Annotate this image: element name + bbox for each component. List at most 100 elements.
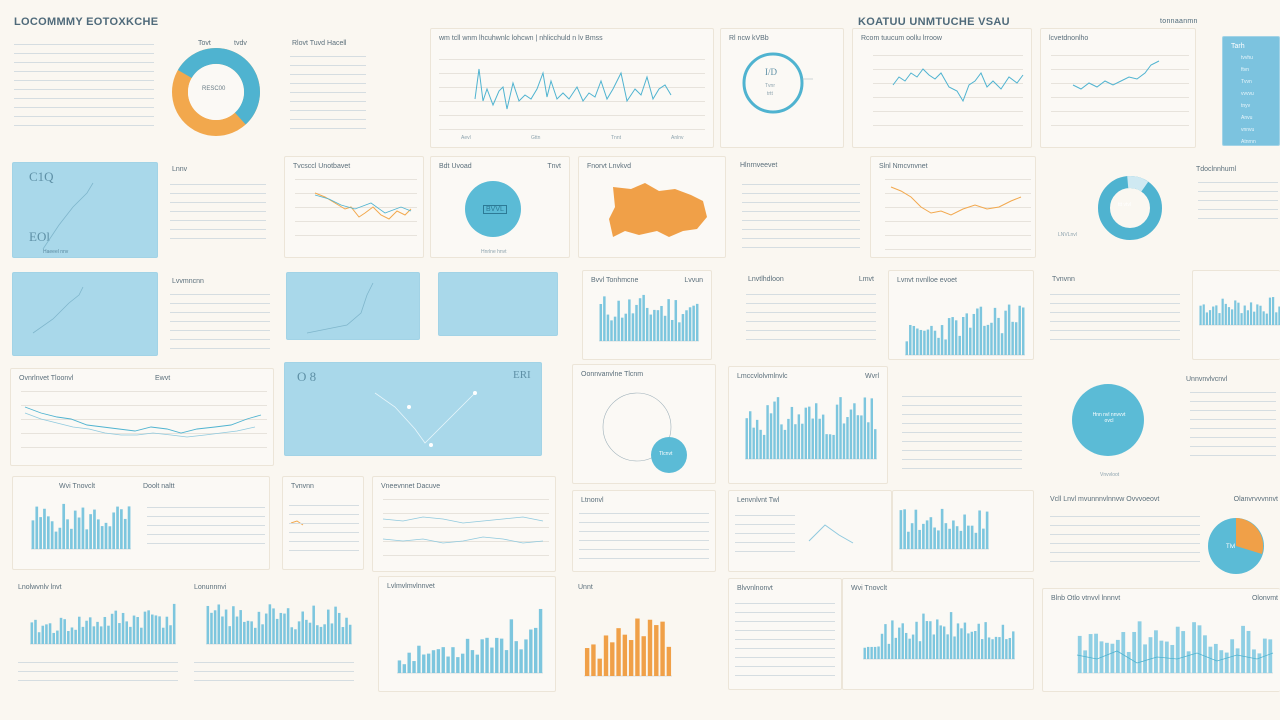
bar xyxy=(963,622,967,659)
bar xyxy=(656,310,660,341)
list2-title: Lnnv xyxy=(172,166,188,173)
bars8-card[interactable] xyxy=(892,490,1034,572)
blue-chart-card-b[interactable] xyxy=(286,272,420,340)
line-chart-tr[interactable]: Rcom tuucum oollu lrroow xyxy=(852,28,1032,148)
bar xyxy=(663,315,667,341)
bar xyxy=(1246,630,1251,673)
bar xyxy=(499,638,504,673)
line2-card[interactable]: Tvcsccl Unotbavet xyxy=(284,156,424,258)
bar xyxy=(154,615,158,644)
bar xyxy=(77,616,81,644)
bars5-title-b: Wvrl xyxy=(865,373,879,380)
bar xyxy=(628,299,631,341)
blue-chart-card-a[interactable] xyxy=(12,272,158,356)
bar xyxy=(1268,297,1272,325)
bar xyxy=(93,509,96,549)
blue-chart-a-line xyxy=(32,286,84,334)
bar xyxy=(631,313,635,341)
circle2-card[interactable]: Bdt Uvoad Tnvt BVVL Hnrlne hnvt xyxy=(430,156,570,258)
bars9-title: Lnolwvnlv lnvt xyxy=(18,584,62,591)
list5-side-title: Tvnvnn xyxy=(291,483,314,490)
bar xyxy=(43,508,46,549)
bar xyxy=(261,624,264,644)
bars9-card[interactable]: Lnolwvnlv lnvt xyxy=(10,578,186,688)
bar xyxy=(818,418,821,459)
side-blue-item: vnnvu xyxy=(1241,127,1255,133)
bar xyxy=(1005,639,1008,659)
bar xyxy=(949,612,953,659)
bar xyxy=(814,403,818,459)
bar xyxy=(952,520,955,549)
line-chart-top[interactable]: wm tcll wnm lhcuhwnlc lohcwn | nhlicchul… xyxy=(430,28,714,148)
mixed-chart-card[interactable]: Blnb Otlo vtnvvl lnnnvt Olonvmt xyxy=(1042,588,1280,692)
bar xyxy=(1175,626,1180,673)
pie-card[interactable]: Vcll Lnvl mvunnnvlnnvw Ovvvoeovt Olanvrv… xyxy=(1042,490,1280,580)
bar xyxy=(620,317,624,341)
list6-card xyxy=(896,384,1034,484)
bar xyxy=(616,628,621,676)
bars-edge-card[interactable] xyxy=(1192,270,1280,360)
bar xyxy=(944,339,947,355)
bar xyxy=(946,634,949,659)
bar xyxy=(116,506,119,549)
bar xyxy=(1262,311,1265,325)
line6-card[interactable]: Ovnrlnvet Tloonvl Ewvt xyxy=(10,368,274,466)
bar xyxy=(776,397,780,459)
line6-title: Ovnrlnvet Tloonvl xyxy=(19,375,74,382)
bar xyxy=(257,611,261,644)
bar xyxy=(1018,305,1021,355)
ring3-card[interactable]: Oonnvanvlne Tlcnm Tlcnvt xyxy=(572,364,716,484)
ring3-chart xyxy=(602,392,687,473)
bar xyxy=(695,303,699,341)
bar xyxy=(937,337,940,355)
line-chart-tr2[interactable]: lcvetdnonlho xyxy=(1040,28,1196,148)
line3-card[interactable]: Slnl Nmcvnvnet xyxy=(870,156,1036,258)
svg-text:Tnnt: Tnnt xyxy=(611,135,622,141)
bar xyxy=(1256,304,1259,325)
bars6-title: Wvi Tnovclt xyxy=(59,483,96,490)
bar xyxy=(998,637,1001,659)
dashboard-title-left: LOCOMMMY EOTOXKCHE xyxy=(14,16,159,28)
bars11-card[interactable]: Lvlmvlmvlnnvet xyxy=(378,576,556,692)
bar xyxy=(901,623,904,659)
donut-card[interactable]: Tovt tvdv RESC00 xyxy=(166,34,270,144)
bars5-card[interactable]: Lmccvlolvmlnvlc Wvrl xyxy=(728,366,888,484)
bar xyxy=(1094,633,1098,673)
side-blue-item: Anvu xyxy=(1241,115,1253,121)
bar xyxy=(1159,640,1164,673)
line7-card[interactable]: Vneevnnet Dacuve xyxy=(372,476,556,572)
bar xyxy=(514,641,518,673)
list3-title: Hlnrnveevet xyxy=(740,162,778,169)
bar xyxy=(925,621,929,659)
circle3-title: Vnvvloot xyxy=(1100,472,1120,478)
bar xyxy=(1083,650,1088,673)
bar xyxy=(904,632,908,659)
bars4-card[interactable]: Lvnvt nvnlloe evoet xyxy=(888,270,1034,360)
blue-kpi-card[interactable]: C1Q EOl Haeeel nnv xyxy=(12,162,158,258)
blue-mid-panel[interactable]: O 8 ERI xyxy=(284,362,542,456)
ring2-card[interactable]: ttt vtvl LNVLnvl xyxy=(1046,156,1186,258)
map-card[interactable]: Fnorvt Lnvkvd xyxy=(578,156,726,258)
circle3-card[interactable]: Hnn nvl nnvvvt ovcl Vnvvloot xyxy=(1044,368,1184,480)
blue-chart-card-c[interactable] xyxy=(438,272,558,336)
bars12-card[interactable]: Wvi Tnovclt xyxy=(842,578,1034,690)
bar xyxy=(870,646,873,659)
bars2-card[interactable]: Bvvl Tonhmcne Lvvun xyxy=(582,270,712,360)
bar xyxy=(110,613,114,644)
bar xyxy=(929,517,933,549)
bars10-card[interactable]: Lonunnnvi xyxy=(186,578,362,688)
mixed-chart-line xyxy=(1076,650,1274,664)
bar xyxy=(873,646,877,659)
bars6-card[interactable]: Wvi Tnovclt Doolt naltt xyxy=(12,476,270,570)
bar xyxy=(1252,649,1256,673)
bar xyxy=(940,325,944,355)
bar xyxy=(933,330,937,355)
bars-orange-card[interactable]: Unnt xyxy=(570,578,716,690)
bar xyxy=(1275,312,1278,325)
bar xyxy=(977,623,980,659)
bar xyxy=(1088,634,1093,673)
line8-card[interactable]: Lenvnlvnt Twl xyxy=(728,490,892,572)
bar xyxy=(63,619,66,644)
ring-card[interactable]: Rl ncw kVBb I/D Tvnr trtt xyxy=(720,28,844,148)
side-blue-panel[interactable]: Tarh tvvhu ftvn Tvvn vvvvu tnyv Anvu vnn… xyxy=(1222,36,1280,146)
